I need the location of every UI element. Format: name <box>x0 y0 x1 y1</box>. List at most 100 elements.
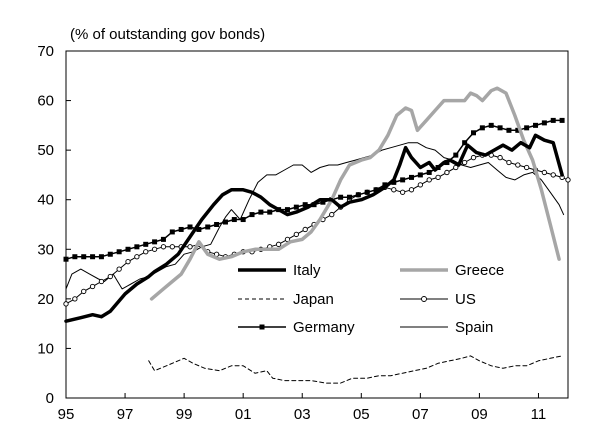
legend-item-germany: Germany <box>238 319 355 336</box>
data-point-us <box>444 169 450 176</box>
data-point-us <box>72 296 78 302</box>
data-point-us <box>550 172 556 178</box>
data-point-germany <box>90 254 96 260</box>
x-tick-label: 05 <box>353 406 370 423</box>
data-point-germany <box>169 229 175 235</box>
data-point-germany <box>214 222 220 227</box>
data-point-germany <box>187 224 193 230</box>
data-point-germany <box>462 140 468 146</box>
legend-item-greece: Greece <box>400 262 504 279</box>
data-point-us <box>565 177 571 183</box>
data-point-germany <box>196 226 202 232</box>
data-point-germany <box>400 177 406 183</box>
legend-item-italy: Italy <box>238 262 321 279</box>
data-point-germany <box>267 209 273 215</box>
data-point-us <box>391 187 397 193</box>
x-tick-label: 09 <box>471 406 488 423</box>
data-point-germany <box>284 207 290 213</box>
y-tick-label: 50 <box>37 142 54 159</box>
data-point-germany <box>338 194 344 200</box>
data-point-germany <box>134 244 140 250</box>
data-point-germany <box>240 217 246 223</box>
data-point-germany <box>249 212 255 218</box>
data-point-germany <box>364 189 370 195</box>
data-point-us <box>302 226 308 233</box>
data-point-germany <box>231 217 237 223</box>
data-point-germany <box>72 254 78 260</box>
data-point-us <box>524 164 530 171</box>
legend-item-spain: Spain <box>400 319 493 336</box>
data-point-us <box>435 174 441 181</box>
data-point-us <box>408 187 415 193</box>
data-point-germany <box>506 127 512 133</box>
data-point-germany <box>453 152 459 158</box>
legend-marker-germany <box>259 324 265 330</box>
data-point-germany <box>258 209 264 215</box>
data-point-germany <box>302 202 308 208</box>
series-greece <box>149 86 561 301</box>
legend-label-japan: Japan <box>293 291 334 308</box>
data-point-germany <box>355 192 361 198</box>
legend-label-spain: Spain <box>455 319 493 336</box>
data-point-germany <box>373 187 379 193</box>
data-point-us <box>470 154 477 161</box>
data-point-germany <box>125 246 131 252</box>
data-point-germany <box>417 172 423 178</box>
y-tick-label: 40 <box>37 192 54 209</box>
axes: 0 10 20 30 40 50 60 70 95 97 99 01 03 05 07 09 11 <box>37 43 569 423</box>
y-tick-label: 10 <box>37 340 54 357</box>
series-japan <box>148 355 563 384</box>
data-point-germany <box>391 179 397 185</box>
data-point-germany <box>205 224 211 230</box>
data-point-us <box>329 211 335 218</box>
data-point-us <box>160 244 167 250</box>
data-point-germany <box>320 199 326 205</box>
legend: Italy Greece Japan US Germany Spain <box>238 262 504 336</box>
data-point-germany <box>559 117 565 123</box>
data-point-germany <box>63 256 69 262</box>
data-point-us <box>134 254 140 260</box>
x-tick-label: 03 <box>294 406 311 423</box>
data-point-us <box>187 244 193 250</box>
y-tick-label: 60 <box>37 93 54 110</box>
data-point-germany <box>152 239 158 245</box>
data-point-us <box>151 246 158 252</box>
series-germany <box>63 117 565 262</box>
data-point-us <box>63 301 69 307</box>
data-point-us <box>284 236 291 243</box>
data-point-germany <box>160 236 166 242</box>
legend-label-germany: Germany <box>293 319 355 336</box>
data-point-germany <box>497 125 503 131</box>
data-point-us <box>81 288 87 295</box>
x-tick-label: 95 <box>58 406 75 423</box>
x-tick-label: 11 <box>531 406 547 423</box>
data-point-us <box>143 249 149 255</box>
x-tick-label: 99 <box>176 406 193 423</box>
data-point-germany <box>550 117 556 123</box>
data-point-us <box>399 189 406 195</box>
series-line-greece <box>149 86 561 301</box>
data-point-germany <box>426 169 432 175</box>
data-point-germany <box>524 125 530 131</box>
data-point-us <box>461 159 468 166</box>
data-point-germany <box>488 122 494 128</box>
data-point-germany <box>408 174 414 180</box>
data-point-us <box>541 169 548 176</box>
data-point-germany <box>382 182 388 188</box>
data-point-us <box>116 266 122 272</box>
legend-label-greece: Greece <box>455 262 504 279</box>
data-point-us <box>125 259 131 265</box>
plot-frame <box>65 50 569 399</box>
data-point-us <box>89 283 96 290</box>
series-line-germany <box>65 119 563 260</box>
data-point-us <box>515 162 521 168</box>
legend-item-japan: Japan <box>238 291 334 308</box>
data-point-us <box>497 154 503 161</box>
series-line-italy <box>64 133 564 323</box>
data-point-germany <box>479 125 485 131</box>
data-point-germany <box>116 249 122 255</box>
x-tick-label: 97 <box>117 406 134 423</box>
x-tick-label: 01 <box>235 406 252 423</box>
data-point-germany <box>107 251 113 257</box>
